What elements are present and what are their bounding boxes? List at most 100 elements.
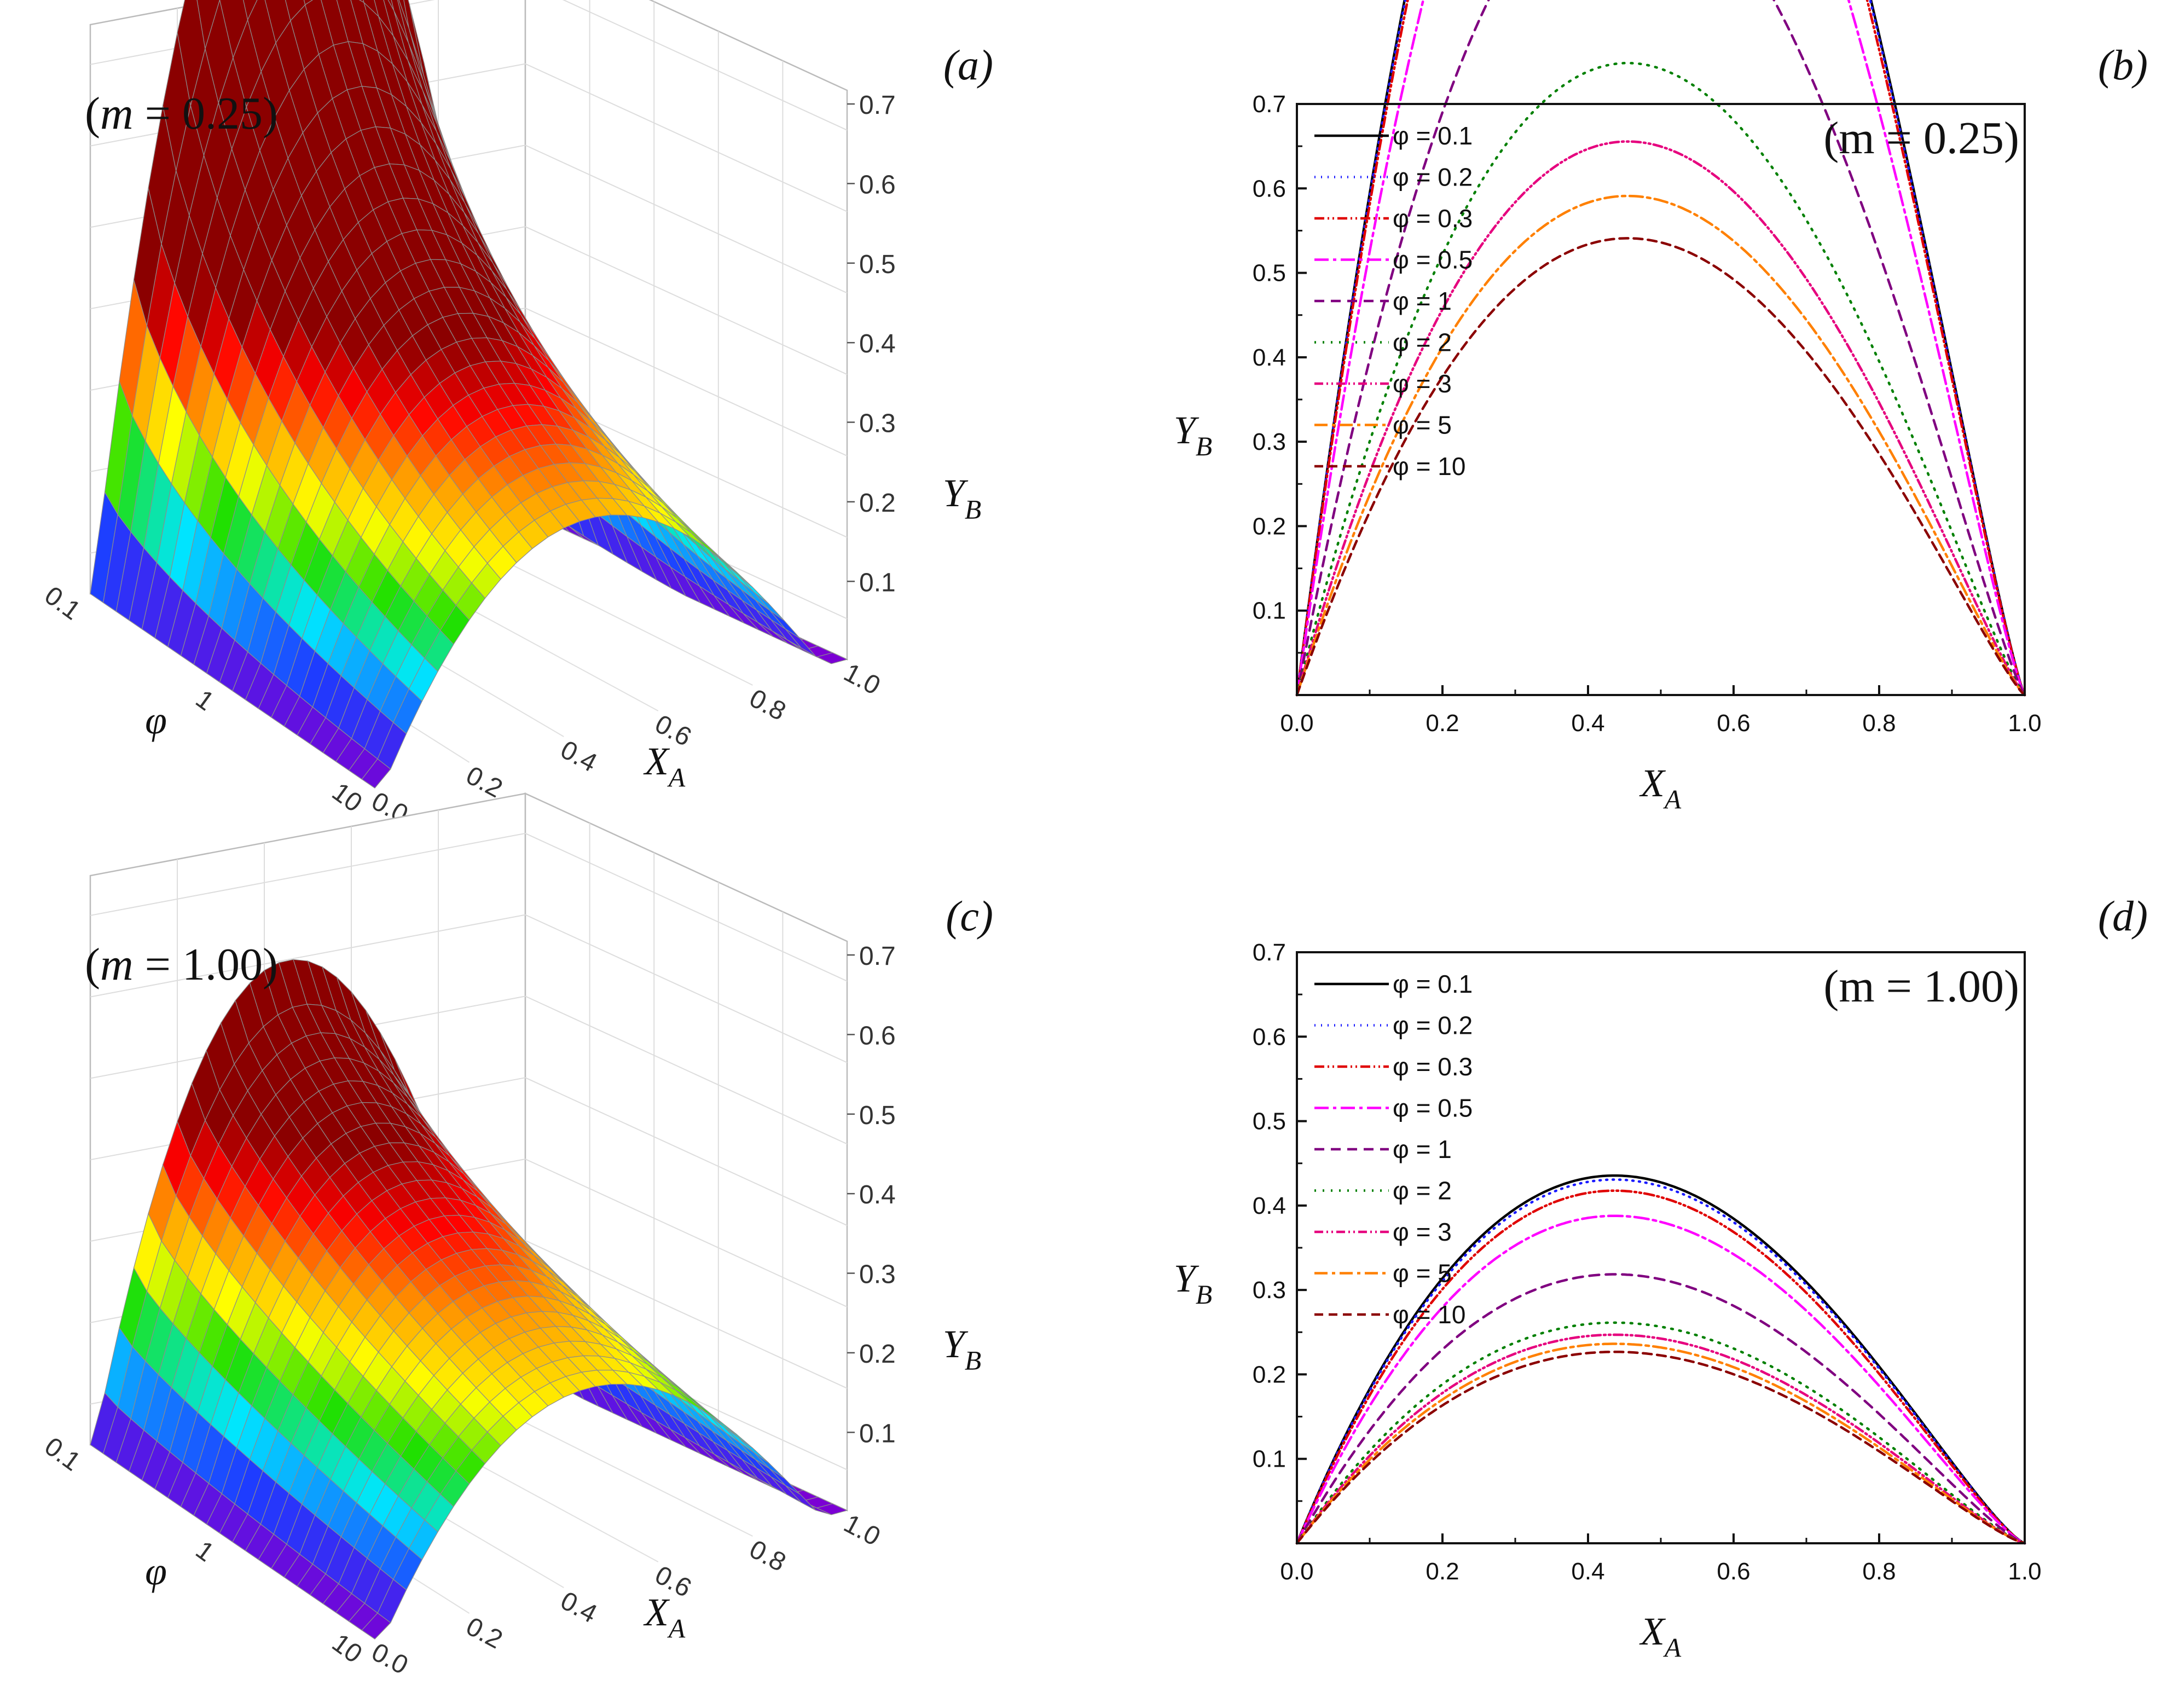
x-tick-label: 1.0: [2008, 1558, 2041, 1585]
legend-label-2: φ = 0.3: [1393, 1052, 1473, 1081]
y-tick-label: 0.5: [1253, 1108, 1286, 1135]
wall-grid-line: [525, 1077, 848, 1226]
m-annotation: (m = 0.25): [1823, 113, 2019, 164]
series-line-8: [1295, 237, 2026, 697]
wall-grid-line: [90, 914, 526, 998]
x-tick-label: 1.0: [2008, 710, 2041, 737]
x-tick-label: 0.0: [367, 1637, 413, 1680]
series-line-4: [1295, 0, 2026, 697]
x-tick-label: 0.6: [1717, 1558, 1750, 1585]
z-axis-title-main: Y: [943, 471, 969, 515]
y-tick-label: 0.4: [1253, 1192, 1286, 1219]
legend-label-3: φ = 0.5: [1393, 1094, 1473, 1122]
z-axis-title-sub: B: [965, 1345, 981, 1375]
series-line-3: [1295, 1214, 2026, 1545]
phi-tick-label: 1: [190, 685, 219, 717]
panel-label-d: (d): [2098, 892, 2148, 940]
z-axis-title: YB: [943, 1322, 981, 1375]
x-tick-label: 0.0: [1280, 710, 1313, 737]
wall-grid-line: [525, 914, 848, 1063]
m-value: = 1.00): [134, 939, 278, 990]
legend-label-1: φ = 0.2: [1393, 163, 1473, 192]
y-axis-title-sub: B: [1196, 431, 1212, 461]
x-tick-label: 0.2: [461, 761, 507, 803]
x-tick-label: 0.8: [1862, 1558, 1896, 1585]
phi-axis-title: φ: [145, 698, 167, 742]
z-tick-label: 0.7: [859, 942, 896, 971]
y-tick-label: 0.6: [1253, 175, 1286, 202]
series-line-3: [1295, 0, 2026, 697]
panel-label-c: (c): [946, 892, 993, 940]
y-tick-label: 0.3: [1253, 429, 1286, 455]
y-axis-title-main: Y: [1174, 1257, 1200, 1300]
m-annotation: (m = 1.00): [1823, 961, 2019, 1012]
legend-label-8: φ = 10: [1393, 1300, 1465, 1329]
x-tick-label: 0.4: [556, 735, 602, 778]
x-axis-title-main: X: [643, 1590, 670, 1634]
legend-label-0: φ = 0.1: [1393, 970, 1473, 998]
wall-grid-line: [525, 226, 848, 375]
m-open: (: [85, 939, 100, 990]
z-tick-label: 0.3: [859, 1260, 896, 1289]
m-value: = 0.25): [134, 88, 278, 139]
legend-label-5: φ = 2: [1393, 328, 1452, 357]
series-line-5: [1295, 61, 2026, 697]
x-axis-title: XA: [643, 739, 686, 792]
x-axis-title-sub: A: [667, 762, 686, 792]
series-line-6: [1295, 140, 2026, 697]
y-tick-label: 0.7: [1253, 939, 1286, 966]
z-tick-label: 0.5: [859, 250, 896, 279]
x-axis-title: XA: [643, 1590, 686, 1643]
x-tick-label: 0.2: [1426, 710, 1459, 737]
y-axis-title: YB: [1174, 408, 1212, 461]
y-tick-label: 0.2: [1253, 513, 1286, 540]
panel-label-a: (a): [943, 41, 993, 89]
wall-grid-line: [90, 832, 526, 916]
z-axis-title: YB: [943, 471, 981, 524]
line-chart-b: 0.0 0.2 0.4 0.6 0.8 1.0 0.1 0.2 0.3 0.4 0.5 0.6 0.7 X…: [1174, 0, 2042, 814]
x-axis-title-sub: A: [1663, 1632, 1682, 1663]
wall-grid-line: [525, 995, 848, 1145]
legend-label-1: φ = 0.2: [1393, 1011, 1473, 1040]
x-tick-label: 0.2: [1426, 1558, 1459, 1585]
surface-patch: [361, 758, 391, 789]
x-tick-label: 0.8: [745, 1535, 791, 1577]
legend-label-6: φ = 3: [1393, 369, 1452, 398]
y-tick-label: 0.2: [1253, 1361, 1286, 1388]
z-tick-label: 0.1: [859, 1419, 896, 1448]
x-tick-label: 1.0: [839, 1509, 885, 1551]
x-tick-label: 0.0: [1280, 1558, 1313, 1585]
series-line-1: [1295, 1178, 2026, 1545]
panel-label-b: (b): [2098, 41, 2148, 89]
phi-tick-label: 10: [327, 1628, 367, 1669]
y-axis-title-sub: B: [1196, 1279, 1212, 1310]
z-tick-label: 0.6: [859, 170, 896, 199]
z-tick-label: 0.4: [859, 329, 896, 358]
surface-chart-a: 0.10.20.30.40.50.60.7YB0.00.20.40.60.81.…: [39, 0, 981, 829]
x-axis-title-main: X: [1639, 1609, 1666, 1653]
x-axis-title-main: X: [1639, 761, 1666, 805]
z-tick-label: 0.7: [859, 91, 896, 120]
x-axis-title: XA: [1639, 1609, 1682, 1663]
phi-axis-title: φ: [145, 1549, 167, 1593]
m-open: (: [85, 88, 100, 139]
phi-tick-label: 10: [327, 777, 367, 818]
x-tick-label: 0.8: [745, 684, 791, 726]
y-tick-label: 0.4: [1253, 344, 1286, 371]
x-tick-label: 0.8: [1862, 710, 1896, 737]
x-tick-label: 0.4: [556, 1586, 602, 1629]
wall-grid-line: [525, 144, 848, 294]
series-line-7: [1295, 194, 2026, 697]
m-annotation: (m = 0.25): [85, 88, 278, 139]
legend-label-5: φ = 2: [1393, 1177, 1452, 1205]
legend-label-4: φ = 1: [1393, 1135, 1452, 1163]
series-line-2: [1295, 1189, 2026, 1545]
x-tick-label: 0.6: [1717, 710, 1750, 737]
legend-label-0: φ = 0.1: [1393, 121, 1473, 150]
legend-label-3: φ = 0.5: [1393, 246, 1473, 274]
wall-grid-line: [562, 0, 848, 131]
y-tick-label: 0.5: [1253, 260, 1286, 287]
series-line-7: [1295, 1342, 2026, 1545]
z-tick-label: 0.1: [859, 568, 896, 597]
